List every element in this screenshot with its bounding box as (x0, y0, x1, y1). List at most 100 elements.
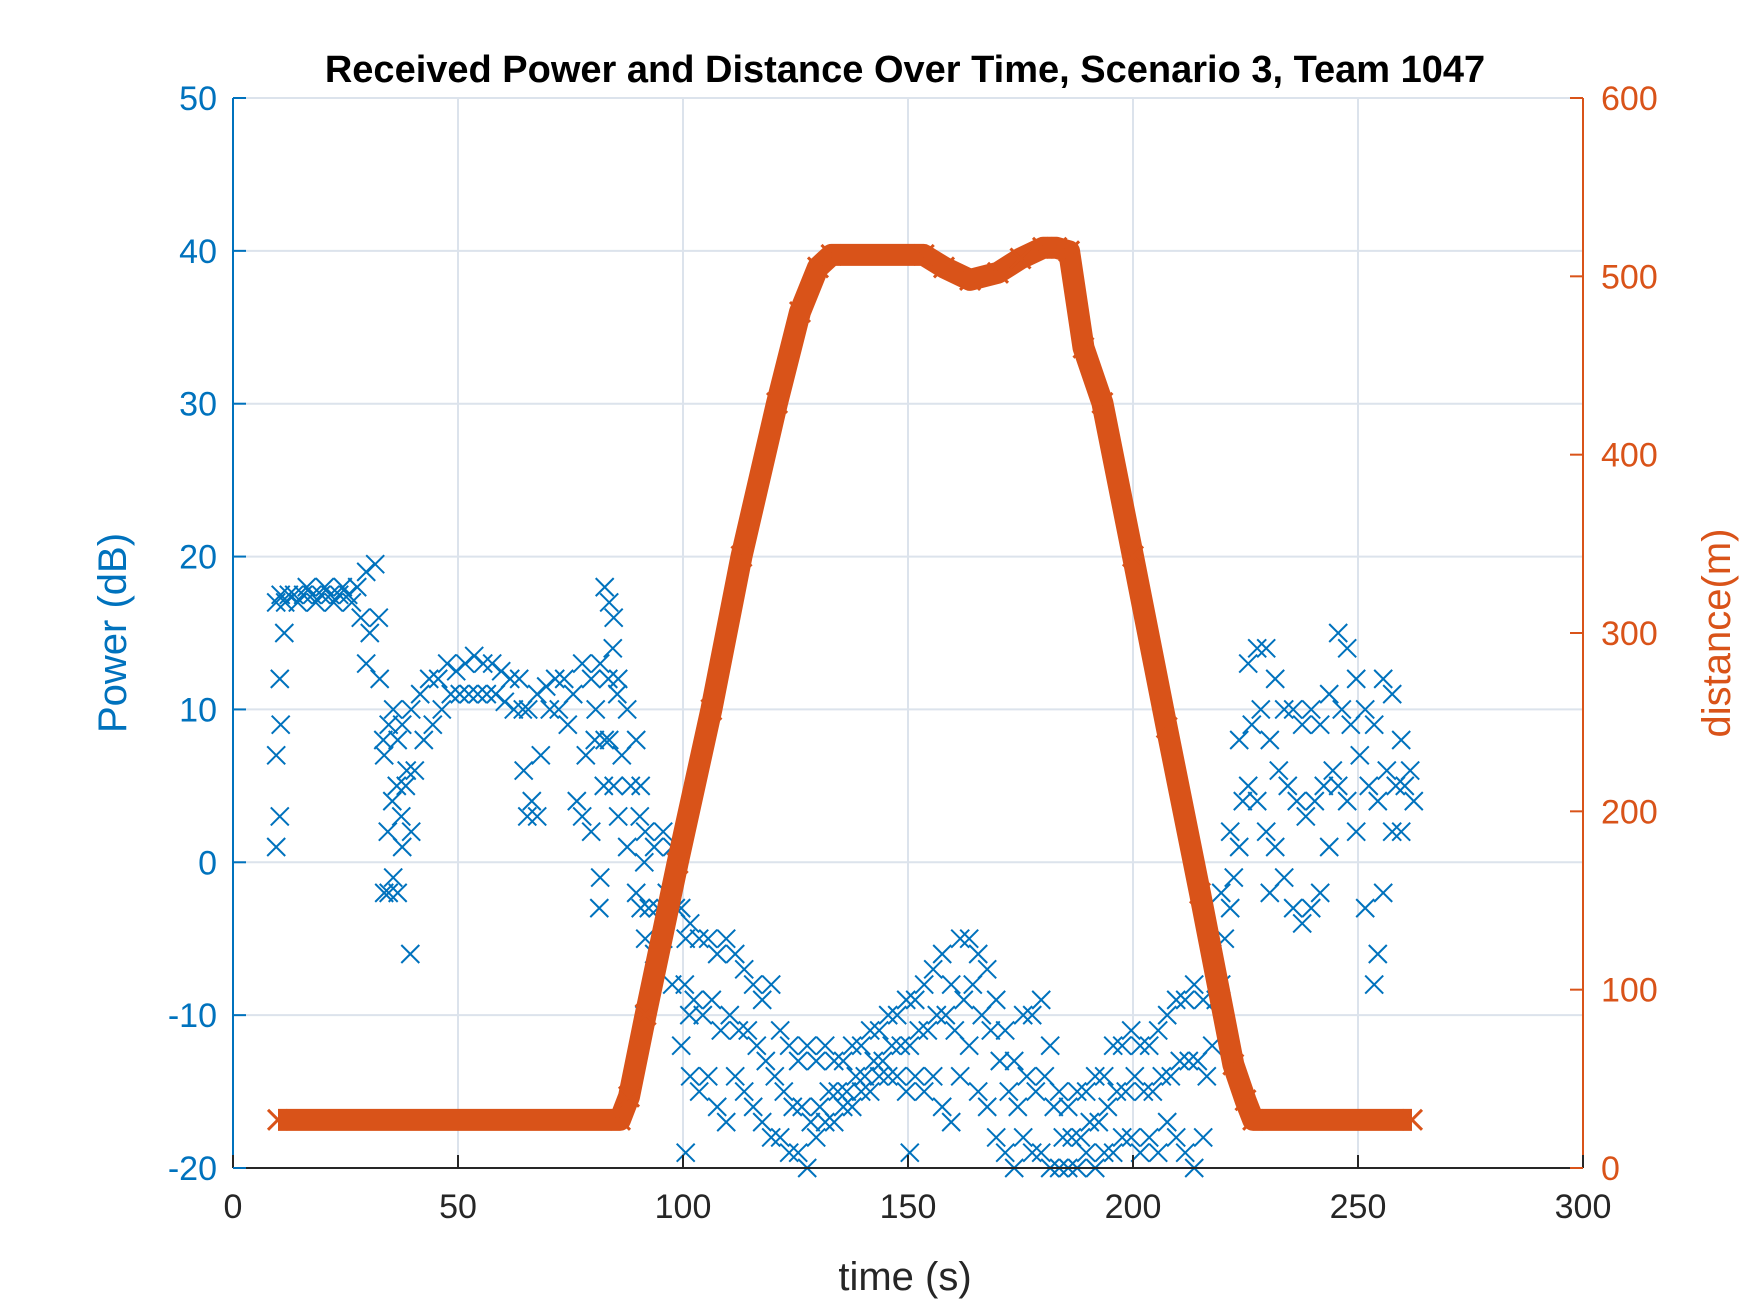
power-point (558, 715, 578, 735)
power-point (518, 699, 538, 720)
power-point (1346, 669, 1366, 689)
power-point (607, 684, 628, 704)
power-point (1328, 623, 1348, 643)
power-point (608, 669, 628, 689)
power-point (770, 1127, 790, 1148)
power-point (716, 1112, 736, 1132)
power-point (900, 1036, 920, 1056)
power-point (1283, 898, 1303, 918)
power-point (1319, 684, 1339, 704)
power-point (869, 1066, 889, 1086)
power-point (950, 1066, 970, 1086)
left-y-tick-label: 40 (179, 233, 217, 271)
power-point (1139, 1036, 1159, 1056)
power-point (698, 1066, 718, 1086)
power-point (634, 852, 655, 872)
power-point (986, 990, 1006, 1010)
power-point (1125, 1066, 1145, 1086)
distance-point (1242, 1108, 1265, 1131)
power-point (414, 730, 434, 750)
power-point (347, 577, 367, 597)
power-point (932, 1097, 952, 1117)
power-point (1085, 1066, 1105, 1086)
power-point (878, 1005, 898, 1025)
power-point (1265, 837, 1285, 857)
power-point (842, 1097, 862, 1117)
power-point (509, 669, 529, 689)
power-point (1107, 1081, 1127, 1102)
power-point (603, 638, 623, 658)
power-point (1148, 1143, 1168, 1163)
power-point (1175, 1143, 1195, 1163)
power-point (585, 730, 605, 750)
power-point (392, 837, 412, 857)
power-point (711, 1020, 731, 1041)
power-point (720, 1005, 740, 1025)
power-point (756, 1051, 776, 1071)
distance-point (1072, 336, 1095, 359)
power-point (1157, 1112, 1177, 1132)
power-point (400, 944, 421, 964)
power-point (689, 1081, 709, 1102)
power-point (1193, 1127, 1213, 1148)
distance-point (1188, 882, 1212, 905)
power-point (693, 1005, 713, 1025)
power-point (770, 1020, 790, 1041)
distance-point (1009, 247, 1032, 270)
distance-point (666, 851, 689, 875)
power-point (598, 669, 619, 689)
power-point (1314, 776, 1334, 796)
power-point (774, 1081, 794, 1102)
power-point (1130, 1143, 1150, 1163)
power-point (1157, 1005, 1177, 1025)
power-point (266, 745, 286, 765)
power-point (1013, 1005, 1033, 1025)
power-point (1179, 1051, 1199, 1071)
power-point (1166, 1127, 1186, 1148)
power-point (1251, 699, 1271, 720)
power-point (977, 1097, 997, 1117)
power-point (270, 669, 290, 689)
power-point (590, 653, 610, 674)
power-point (707, 944, 727, 964)
power-point (382, 791, 403, 811)
x-tick-label: 50 (439, 1188, 477, 1226)
power-point (1004, 1051, 1024, 1071)
power-point (1229, 730, 1249, 750)
right-y-axis-label: distance(m) (1695, 529, 1739, 738)
x-tick-label: 250 (1330, 1188, 1387, 1226)
power-point (1391, 822, 1411, 842)
power-point (1373, 883, 1393, 903)
power-point (909, 1020, 929, 1041)
power-point (1368, 791, 1388, 811)
power-point (1080, 1112, 1100, 1132)
distance-point (608, 1108, 632, 1131)
power-point (833, 1097, 853, 1117)
power-point (779, 1036, 799, 1056)
power-point (459, 684, 479, 704)
power-point (1238, 776, 1258, 796)
power-point (378, 883, 399, 903)
power-point (824, 1112, 844, 1132)
power-point (1094, 1143, 1114, 1163)
power-point (630, 806, 650, 827)
power-point (617, 837, 637, 857)
power-point (1292, 715, 1312, 735)
power-point (378, 715, 399, 735)
power-point (617, 699, 637, 720)
power-point (401, 822, 421, 842)
power-point (1152, 1066, 1172, 1086)
power-point (504, 699, 524, 720)
power-point (986, 1127, 1006, 1148)
power-point (639, 898, 659, 918)
power-point (1269, 760, 1289, 781)
distance-series (266, 236, 1424, 1131)
axes: 0 50 100 150 200 250 300-20-100102030405001002… (168, 80, 1658, 1226)
power-point (572, 653, 592, 674)
power-point (1076, 1143, 1096, 1163)
power-point (851, 1081, 871, 1102)
power-point (1233, 791, 1253, 811)
power-point (806, 1051, 826, 1071)
power-point (387, 730, 408, 750)
